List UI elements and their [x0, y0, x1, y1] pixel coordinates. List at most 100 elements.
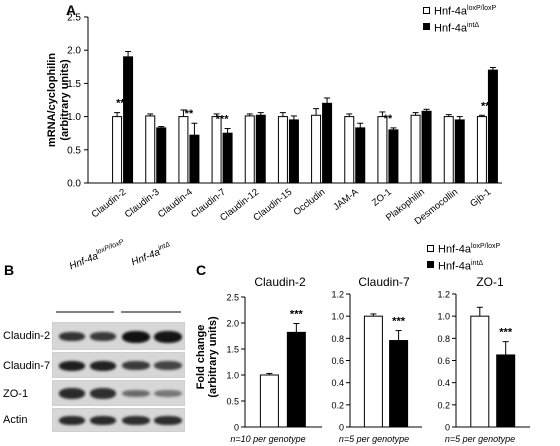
blot-strip-actin — [52, 408, 185, 432]
legend-item-control: Hnf-4aloxP/loxP — [423, 2, 496, 19]
panel-a-bar-mutant — [189, 134, 200, 184]
legend-item-mutant: Hnf-4aintΔ — [427, 257, 500, 274]
legend-item-control: Hnf-4aloxP/loxP — [427, 240, 500, 257]
panel-c-y-tick-label: 0.2 — [437, 400, 450, 410]
blot-strip-claudin-2 — [52, 322, 185, 350]
panel-a-bar-mutant — [421, 110, 432, 184]
panel-c-y-tick-label: 1.2 — [437, 290, 450, 300]
panel-c-y-tick-label: 2.5 — [226, 293, 239, 303]
legend-swatch-control — [427, 244, 434, 252]
panel-c-legend: Hnf-4aloxP/loxP Hnf-4aintΔ — [427, 240, 500, 273]
panel-c-chart-title: Claudin-2 — [254, 275, 306, 289]
panel-c-y-tick-label: 0.2 — [331, 400, 344, 410]
panel-c-bar-mutant — [496, 354, 516, 428]
panel-a-y-tick-label: 2.5 — [67, 13, 81, 24]
panel-c-y-tick-label: 0 — [234, 423, 239, 433]
panel-c-y-tick-label: 0.4 — [331, 378, 344, 388]
legend-label-mutant: Hnf-4aintΔ — [438, 259, 484, 273]
panel-c-y-axis-title: Fold change — [195, 325, 207, 390]
panel-c-y-tick-label: 0.8 — [331, 334, 344, 344]
panel-c-bar-control — [470, 315, 490, 428]
blot-label-claudin-7: Claudin-7 — [3, 360, 51, 372]
panel-a-y-tick-label: 1.5 — [67, 79, 81, 90]
panel-c-y-tick-label: 1.2 — [331, 290, 344, 300]
panel-a-y-axis-title: mRNA/cyclophilin — [46, 53, 58, 147]
panel-a-x-tick-label: Occludin — [292, 187, 328, 218]
panel-a-letter: A — [66, 2, 77, 18]
panel-a-bar-control — [145, 115, 156, 184]
panel-a-x-tick-label: JAM-A — [331, 186, 361, 213]
panel-a-bar-control — [244, 115, 255, 184]
legend-swatch-mutant — [423, 23, 430, 31]
panel-c-letter: C — [196, 262, 207, 278]
panel-c-bar-control — [259, 374, 279, 428]
panel-a-bar-mutant — [156, 127, 167, 184]
panel-a-bar-mutant — [487, 69, 498, 184]
panel-a-significance: *** — [481, 100, 495, 112]
panel-a-significance: ** — [384, 113, 393, 125]
panel-c-chart-title: ZO-1 — [476, 275, 504, 289]
panel-a-bar-control — [178, 116, 189, 184]
panel-c-y-tick-label: 0 — [339, 423, 344, 433]
panel-a-y-axis-title: (arbitrary units) — [59, 59, 71, 141]
panel-a-significance: ** — [185, 108, 194, 120]
panel-a-bar-mutant — [123, 56, 134, 184]
panel-a-x-tick-label: ZO-1 — [370, 187, 394, 209]
panel-c-significance: *** — [290, 309, 304, 321]
panel-c-y-tick-label: 0.8 — [437, 334, 450, 344]
panel-c-y-tick-label: 0.6 — [331, 356, 344, 366]
panel-a-x-tick-label: Claudin-4 — [156, 187, 195, 221]
panel-a-significance: *** — [116, 98, 130, 110]
panel-c-bar-control — [363, 315, 383, 428]
panel-a-x-tick-label: Claudin-3 — [123, 187, 162, 221]
panel-a-legend: Hnf-4aloxP/loxP Hnf-4aintΔ — [423, 2, 496, 35]
panel-c-y-tick-label: 1.0 — [226, 371, 239, 381]
panel-a-bar-mutant — [288, 119, 299, 184]
panel-c-y-tick-label: 0 — [445, 423, 450, 433]
panel-c-sample-size-note: n=5 per genotype — [445, 434, 515, 444]
panel-b-letter: B — [4, 262, 15, 278]
panel-a-bar-mutant — [222, 132, 233, 184]
panel-c-significance: *** — [499, 327, 513, 339]
panel-c-bar-mutant — [286, 331, 306, 428]
panel-a-y-tick-label: 2.0 — [67, 46, 81, 57]
panel-a-bar-control — [443, 116, 454, 184]
legend-swatch-control — [423, 6, 430, 14]
panel-c-y-axis-title: (arbitrary units) — [207, 316, 219, 398]
legend-swatch-mutant — [427, 261, 434, 269]
panel-a-x-tick-label: Claudin-2 — [90, 187, 129, 221]
panel-a-bar-control — [211, 116, 222, 184]
panel-a-bar-mutant — [388, 129, 399, 184]
panel-c-sample-size-note: n=10 per genotype — [230, 434, 305, 444]
panel-a-bar-mutant — [454, 119, 465, 184]
panel-a-bar-control — [277, 116, 288, 184]
panel-a-bar-control — [311, 114, 322, 184]
panel-a-y-tick-label: 0.0 — [67, 179, 81, 190]
panel-c-y-tick-label: 1.5 — [226, 345, 239, 355]
legend-label-control: Hnf-4aloxP/loxP — [438, 243, 501, 256]
panel-a-y-tick-label: 0.5 — [67, 145, 81, 156]
legend-item-mutant: Hnf-4aintΔ — [423, 19, 496, 36]
panel-c-y-tick-label: 1.0 — [331, 312, 344, 322]
panel-c-y-tick-label: 0.5 — [226, 397, 239, 407]
panel-a-bar-control — [476, 116, 487, 184]
legend-label-control: Hnf-4aloxP/loxP — [434, 5, 497, 18]
panel-a-significance: *** — [216, 114, 230, 126]
panel-a-bar-mutant — [322, 102, 333, 184]
panel-c-y-tick-label: 0.4 — [437, 378, 450, 388]
panel-c-bar-mutant — [389, 340, 409, 428]
panel-c-y-tick-label: 2.0 — [226, 319, 239, 329]
panel-c-y-tick-label: 0.6 — [437, 356, 450, 366]
blot-label-zo-1: ZO-1 — [3, 388, 29, 400]
blot-label-actin: Actin — [3, 414, 28, 426]
panel-a-bar-control — [344, 116, 355, 184]
blot-label-claudin-2: Claudin-2 — [3, 330, 51, 342]
panel-c-chart-title: Claudin-7 — [358, 275, 410, 289]
panel-a-y-tick-label: 1.0 — [67, 112, 81, 123]
panel-c-significance: *** — [392, 316, 406, 328]
panel-a-bar-control — [377, 116, 388, 184]
panel-a-x-tick-label: Gjb-1 — [468, 187, 493, 210]
panel-a-bar-control — [112, 116, 123, 184]
blot-strip-claudin-7 — [52, 352, 185, 378]
